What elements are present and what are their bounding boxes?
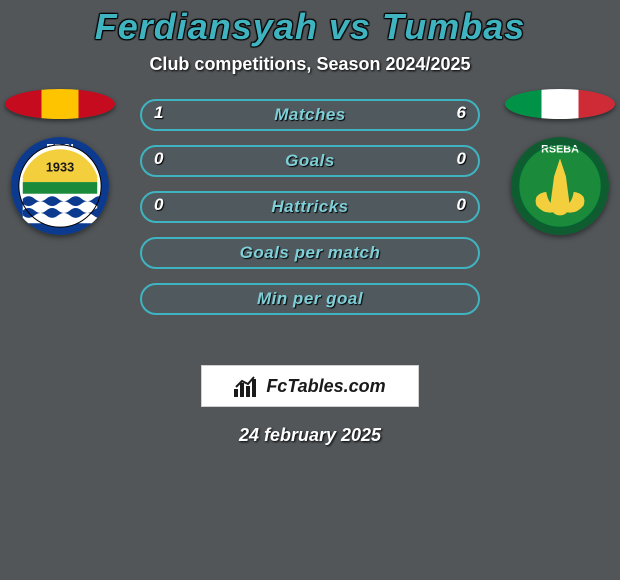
date-label: 24 february 2025 — [0, 425, 620, 446]
stat-row-goals: 0 Goals 0 — [140, 145, 480, 177]
stat-label: Goals per match — [240, 243, 381, 263]
brand-logo: FcTables.com — [201, 365, 419, 407]
left-team-column: ERSI 1933 — [0, 89, 120, 235]
stat-row-hattricks: 0 Hattricks 0 — [140, 191, 480, 223]
left-badge-year: 1933 — [46, 159, 74, 174]
right-badge-svg: RSEBA — [511, 137, 609, 235]
right-team-badge: RSEBA — [511, 137, 609, 235]
stat-right-value: 0 — [457, 195, 466, 215]
page-title: Ferdiansyah vs Tumbas — [0, 0, 620, 48]
comparison-body: ERSI 1933 RSEBA — [0, 99, 620, 359]
stat-label: Hattricks — [271, 197, 348, 217]
stat-row-mpg: Min per goal — [140, 283, 480, 315]
bars-icon — [234, 375, 260, 397]
page-subtitle: Club competitions, Season 2024/2025 — [0, 54, 620, 75]
brand-label: FcTables.com — [266, 376, 385, 397]
stat-left-value: 0 — [154, 149, 163, 169]
left-flag-icon — [5, 89, 115, 119]
comparison-card: Ferdiansyah vs Tumbas Club competitions,… — [0, 0, 620, 580]
right-team-column: RSEBA — [500, 89, 620, 235]
right-flag-icon — [505, 89, 615, 119]
stat-label: Goals — [285, 151, 335, 171]
stat-right-value: 6 — [457, 103, 466, 123]
stat-row-gpm: Goals per match — [140, 237, 480, 269]
left-team-badge: ERSI 1933 — [11, 137, 109, 235]
stat-left-value: 0 — [154, 195, 163, 215]
left-badge-svg: ERSI 1933 — [11, 137, 109, 235]
stat-left-value: 1 — [154, 103, 163, 123]
right-badge-text-top: RSEBA — [541, 144, 579, 156]
stat-label: Min per goal — [257, 289, 363, 309]
stat-row-matches: 1 Matches 6 — [140, 99, 480, 131]
stats-list: 1 Matches 6 0 Goals 0 0 Hattricks 0 Goal… — [140, 99, 480, 315]
stat-label: Matches — [274, 105, 346, 125]
stat-right-value: 0 — [457, 149, 466, 169]
